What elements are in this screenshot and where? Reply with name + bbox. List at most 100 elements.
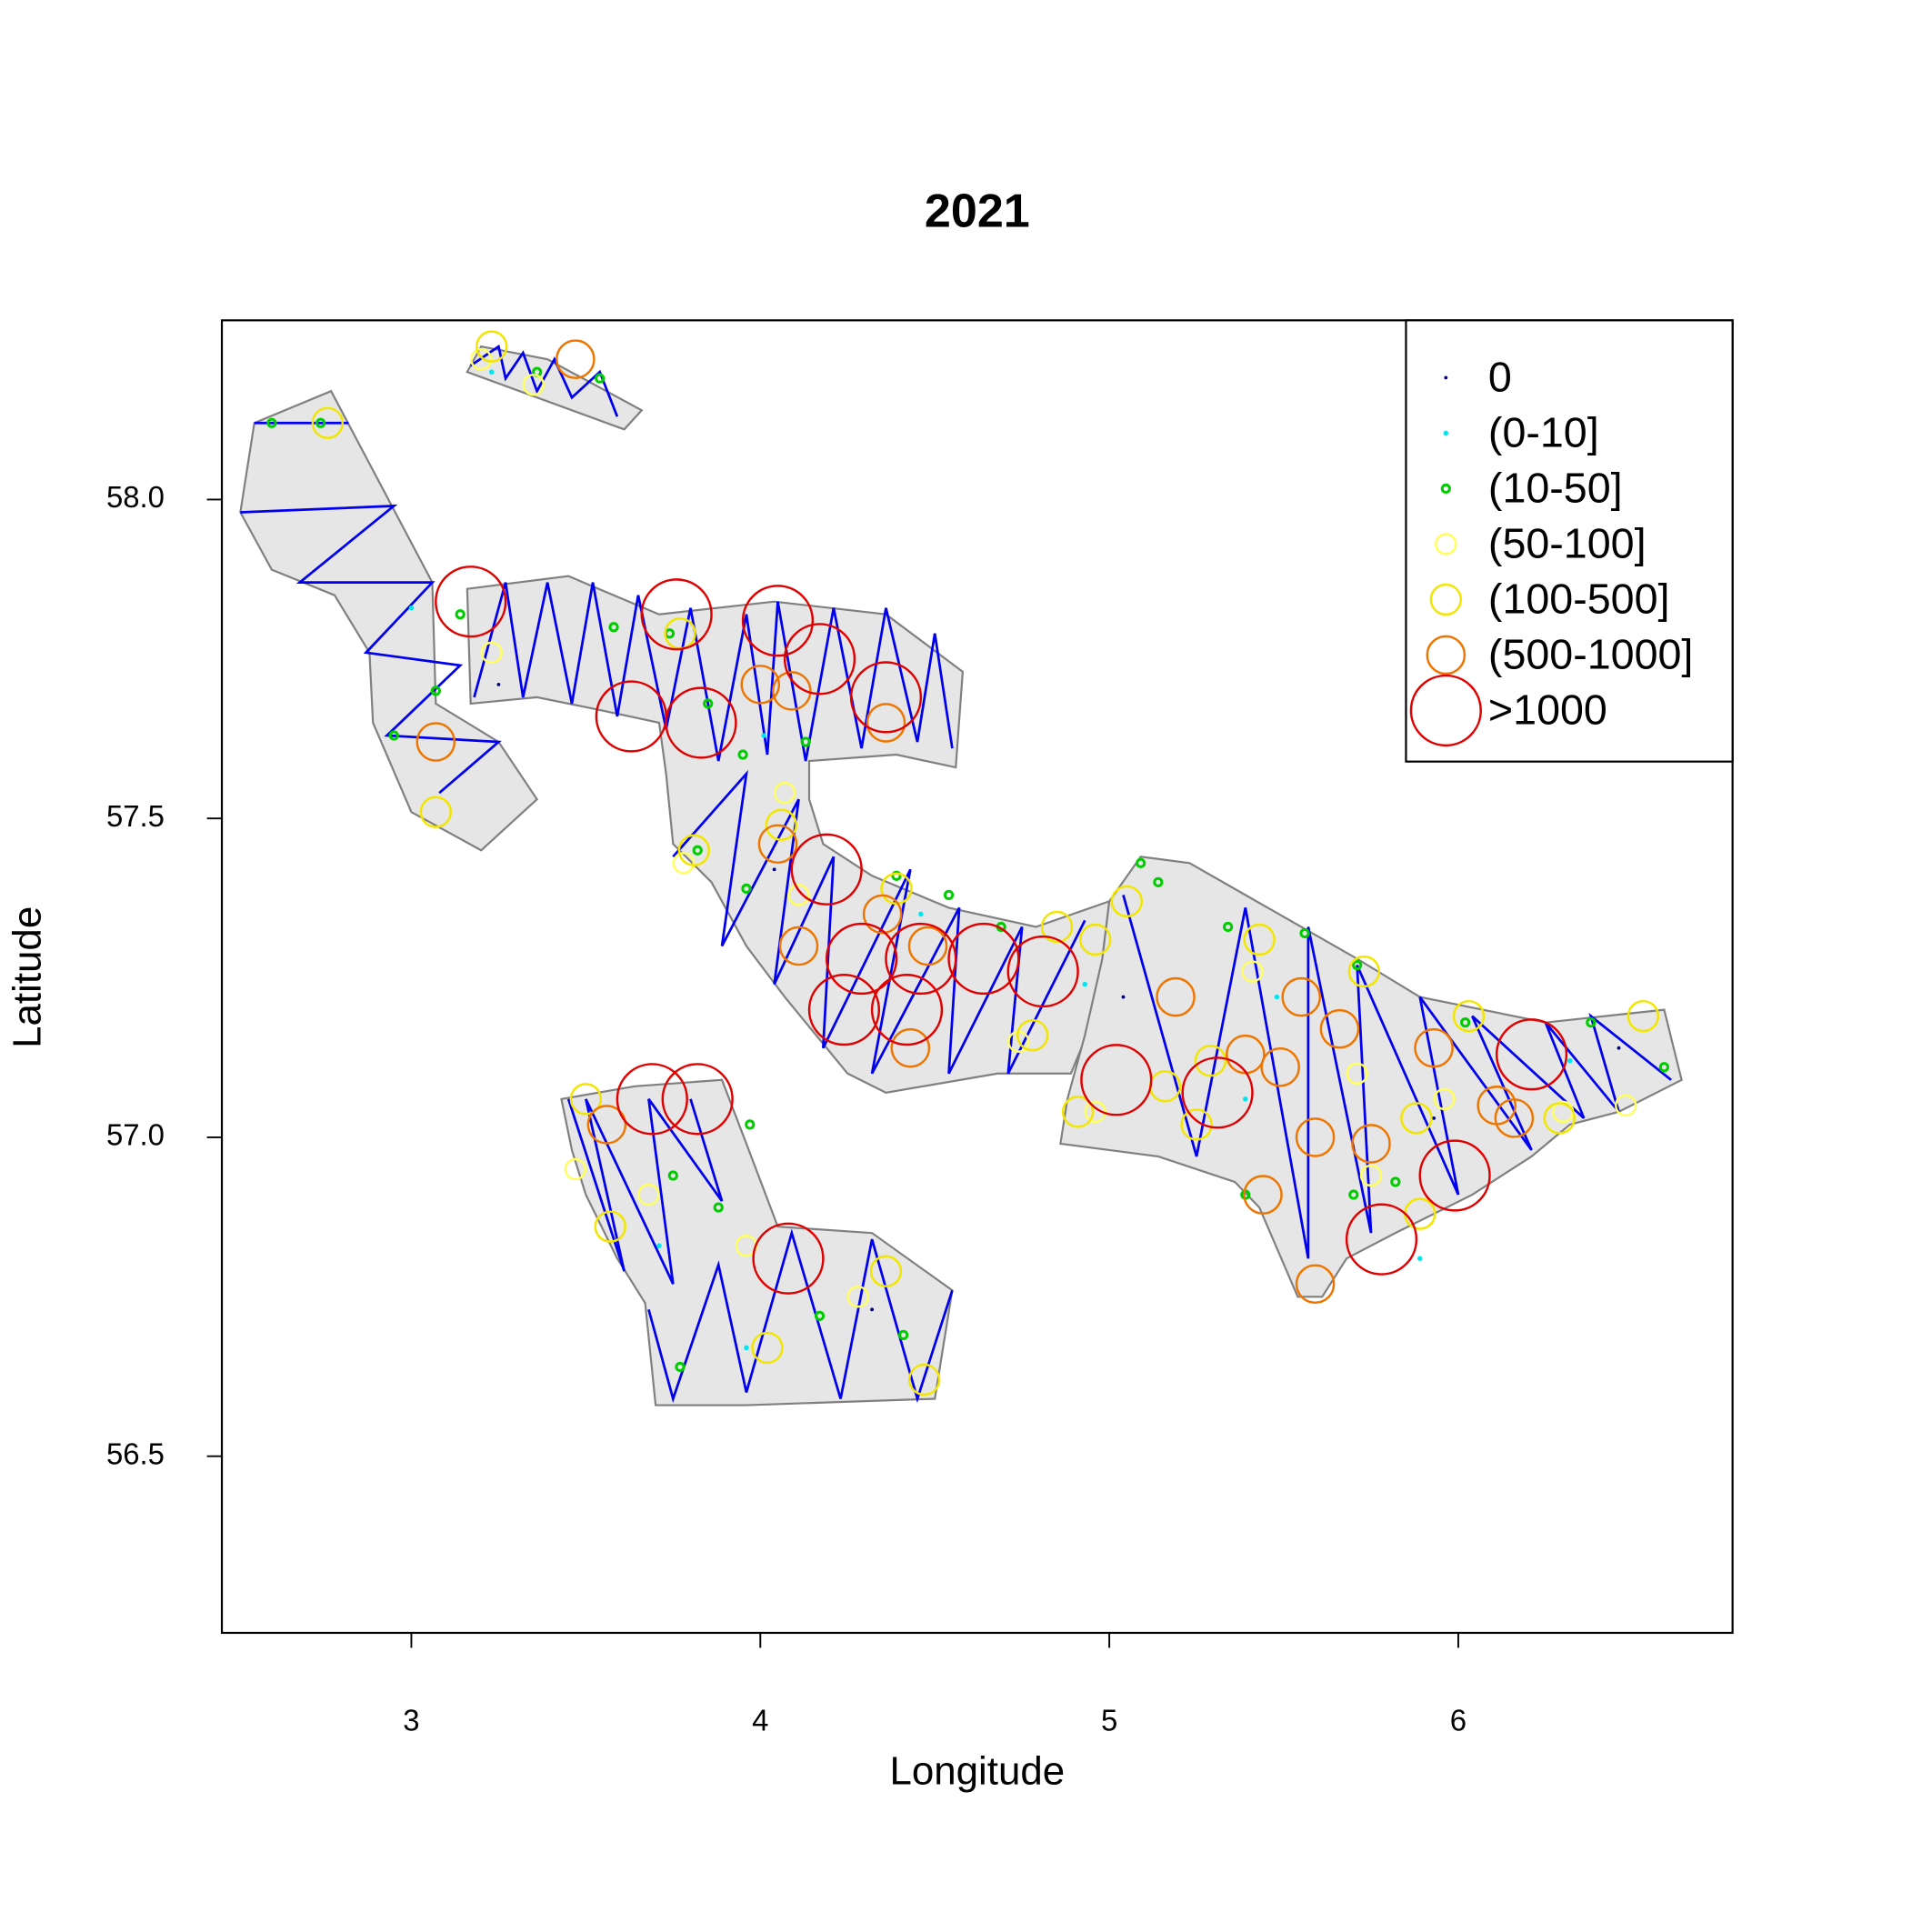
catch-point [1414,1027,1454,1068]
legend-symbol [1443,430,1449,436]
catch-point [435,566,507,638]
catch-point [1432,1116,1436,1120]
catch-point [1567,1058,1573,1064]
catch-point [741,883,752,894]
catch-point [1110,885,1143,918]
catch-point [870,974,944,1046]
transect [672,769,1086,1075]
stratum [239,389,539,852]
catch-point [661,1063,734,1136]
catch-point [665,686,737,759]
catch-point [869,1255,903,1287]
catch-point [890,1027,931,1068]
catch-point [480,641,503,665]
y-tick-label: 57.0 [106,1118,165,1152]
legend-label: 0 [1488,353,1512,400]
legend-label: (100-500] [1488,575,1670,622]
catch-point [772,867,776,872]
catch-point [870,1307,875,1312]
catch-point [1390,1176,1401,1187]
catch-point [315,417,326,428]
catch-point [556,339,596,379]
legend-symbol [1426,635,1467,676]
y-tick-label: 56.5 [106,1436,165,1470]
catch-point [814,1310,826,1321]
catch-point [1346,1062,1368,1085]
catch-point [745,1119,756,1130]
catch-point [475,330,508,363]
catch-point [790,833,863,906]
catch-point [765,808,798,841]
catch-point [1345,1203,1418,1276]
catch-point [1614,1094,1637,1117]
plot-frame [220,319,1734,1635]
catch-point [667,1170,678,1181]
catch-point [1347,955,1381,988]
catch-point [752,1222,825,1295]
transect [473,582,954,762]
catch-point [800,736,811,747]
catch-point [430,686,441,696]
chart-title: 2021 [925,185,1030,238]
catch-point [744,1345,749,1351]
catch-point [1586,1017,1597,1028]
y-axis-label: Latitude [5,906,49,1048]
legend-symbol [1440,483,1451,495]
catch-point [713,1202,724,1213]
catch-point [918,911,924,917]
catch-point [907,926,948,966]
catch-point [415,722,456,762]
catch-point [1348,1189,1359,1200]
catch-point [741,585,815,657]
legend-label: (50-100] [1488,519,1647,566]
catch-point [1243,1175,1283,1215]
catch-point [677,834,711,866]
catch-point [522,373,545,396]
catch-point [1359,1164,1383,1187]
x-tick-label: 5 [1101,1703,1117,1737]
legend-label: >1000 [1488,686,1607,734]
catch-point [1061,1096,1095,1128]
catch-point [419,796,453,828]
legend-label: (500-1000] [1488,630,1693,677]
catch-point [311,406,345,439]
catch-point [672,852,696,875]
catch-point [470,347,493,371]
catch-point [595,373,606,384]
catch-point [608,622,619,633]
catch-point [1658,1062,1670,1073]
catch-point [455,609,465,620]
catch-point [773,781,796,805]
catch-point [1418,1139,1491,1212]
catch-point [1156,976,1196,1017]
catch-point [616,1063,688,1136]
catch-point [1079,923,1112,956]
catch-point [849,661,923,734]
catch-point [943,889,955,900]
legend-symbol [1409,674,1482,747]
catch-point [1495,1018,1568,1091]
catch-point [1319,1008,1360,1049]
catch-point [640,578,713,651]
catch-point [1299,927,1310,939]
catch-point [866,703,906,743]
catch-point [1460,1017,1471,1028]
plot-area [239,330,1683,1406]
catch-point [898,1329,909,1341]
catch-point [885,922,957,996]
catch-point [737,749,748,760]
catch-point [1452,999,1486,1033]
transect [240,504,502,795]
catch-point [1136,857,1146,868]
catch-point [388,730,399,741]
legend-label: (10-50] [1488,464,1623,511]
transect [647,1228,954,1404]
catch-point [1274,994,1280,1000]
legend-symbol [1435,533,1457,556]
catch-point [637,1183,660,1206]
catch-point [1080,1044,1153,1116]
y-tick-label: 58.0 [106,480,165,514]
catch-point [586,1105,627,1145]
catch-point [1006,935,1079,1008]
catch-point [1194,1045,1227,1077]
